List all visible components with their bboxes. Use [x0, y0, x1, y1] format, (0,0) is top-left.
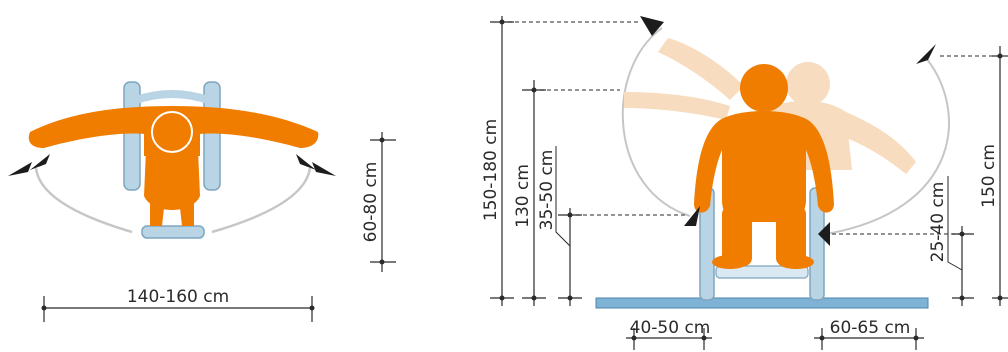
side-low-dimension: 25-40 cm [928, 176, 974, 306]
side-reach-label: 150 cm [979, 144, 999, 208]
eye-level-label: 130 cm [513, 164, 533, 228]
seat-width-label: 40-50 cm [630, 318, 711, 338]
depth-label: 60-80 cm [361, 162, 381, 243]
width-dimension: 140-160 cm [41, 287, 315, 322]
reach-high-dimension: 150-180 cm [481, 16, 514, 306]
armrest-label: 35-50 cm [537, 150, 557, 231]
side-high-arrow-icon [916, 44, 936, 64]
overhead-reach-arc [621, 27, 691, 217]
right-arrow-icon-2 [296, 154, 316, 170]
person-top [28, 106, 319, 226]
chair-width-label: 60-65 cm [830, 318, 911, 338]
top-view: 140-160 cm 60-80 cm [8, 81, 396, 322]
left-arrow-icon-2 [30, 154, 50, 170]
width-label: 140-160 cm [127, 287, 229, 307]
front-view: 150-180 cm 130 cm 35-50 cm [481, 16, 1008, 350]
eye-level-dimension: 130 cm [513, 80, 546, 306]
left-reach-arc [34, 167, 133, 234]
left-arrow-icon [8, 162, 32, 176]
side-low-label: 25-40 cm [928, 182, 948, 263]
depth-dimension: 60-80 cm [361, 132, 396, 272]
overhead-arrow-icon [640, 16, 664, 36]
seat-width-dimension: 40-50 cm [626, 318, 712, 350]
side-reach-dimension: 150 cm [979, 46, 1008, 306]
right-arrow-icon [312, 162, 336, 176]
person-front [694, 64, 834, 269]
right-reach-arc [211, 167, 312, 234]
right-hand-arrow-icon [818, 222, 830, 246]
chair-width-dimension: 60-65 cm [814, 318, 924, 350]
leader-lines [508, 21, 1000, 235]
side-reach-arc [825, 57, 950, 235]
armrest-dimension: 35-50 cm [537, 146, 582, 306]
left-hand-arrow-icon [684, 206, 700, 226]
floor-plate [595, 297, 929, 309]
reach-high-label: 150-180 cm [481, 119, 501, 221]
